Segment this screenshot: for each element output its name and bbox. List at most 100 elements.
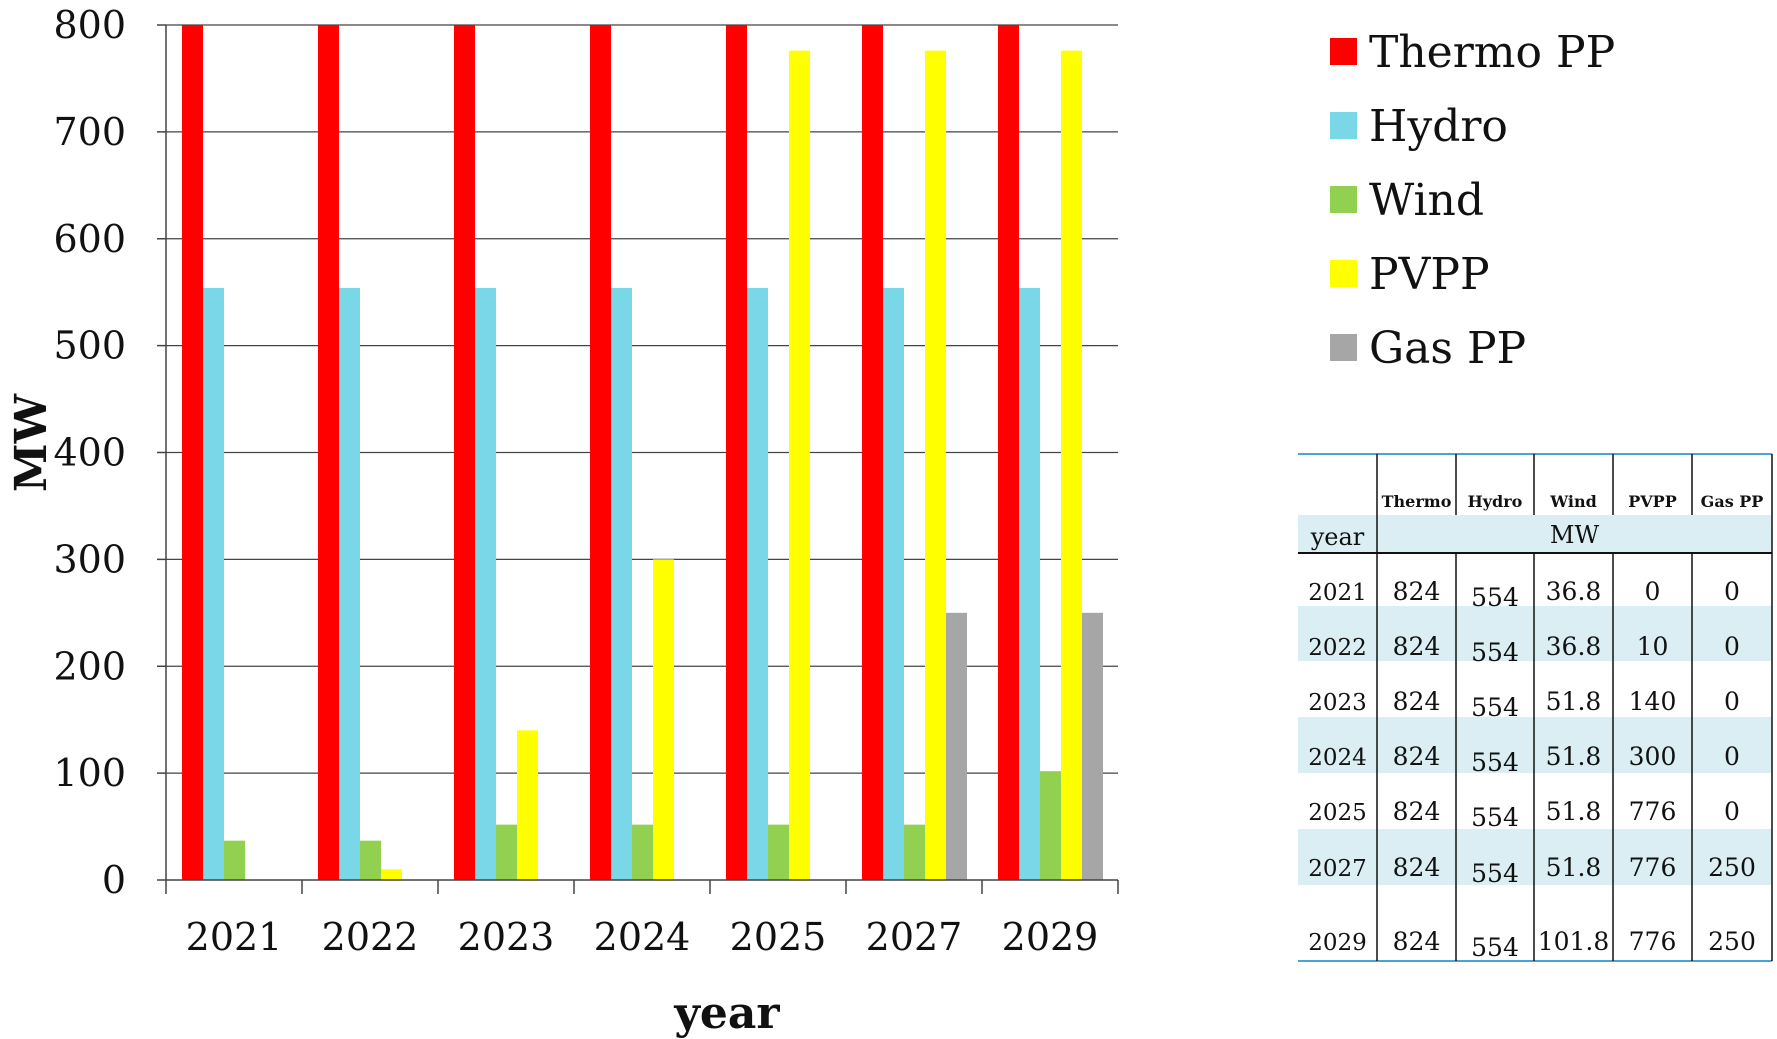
table-cell: 554 xyxy=(1471,638,1519,667)
legend-label: Gas PP xyxy=(1369,323,1526,374)
table-row-year: 2025 xyxy=(1308,800,1367,826)
table-row-year: 2027 xyxy=(1308,856,1367,882)
legend-label: Wind xyxy=(1369,175,1484,226)
table-cell: 776 xyxy=(1629,853,1677,882)
bars xyxy=(182,25,1103,881)
table-cell: 300 xyxy=(1629,742,1677,771)
table-cell: 36.8 xyxy=(1546,632,1602,661)
bar-wind-2021 xyxy=(224,840,245,880)
table-cell: 0 xyxy=(1724,742,1740,771)
bar-thermo-pp-2029 xyxy=(998,25,1019,880)
bar-hydro-2021 xyxy=(203,287,224,881)
bar-pvpp-2024 xyxy=(653,559,674,880)
table-band xyxy=(1298,717,1772,773)
bar-wind-2029 xyxy=(1040,771,1061,880)
table-cell: 0 xyxy=(1645,577,1661,606)
bar-thermo-pp-2021 xyxy=(182,25,203,880)
legend-swatch xyxy=(1330,38,1357,65)
table-column-header: Wind xyxy=(1549,492,1597,511)
data-table: Thermo Hydro Wind PVPP Gas PP year MW 2021 824 55… xyxy=(1298,453,1773,962)
bar-thermo-pp-2025 xyxy=(726,25,747,880)
table-row-year: 2021 xyxy=(1308,580,1367,606)
bar-thermo-pp-2024 xyxy=(590,25,611,880)
table-cell: 250 xyxy=(1708,927,1756,956)
table-cell: 776 xyxy=(1629,927,1677,956)
legend-swatch xyxy=(1330,260,1357,287)
bar-thermo-pp-2023 xyxy=(454,25,475,880)
table-column-header: PVPP xyxy=(1628,492,1677,511)
legend-swatch xyxy=(1330,112,1357,139)
table-band xyxy=(1298,606,1772,661)
x-tick-label: 2022 xyxy=(322,915,419,959)
table-year-label: year xyxy=(1310,523,1365,551)
table-cell: 824 xyxy=(1393,687,1441,716)
y-tick-label: 600 xyxy=(53,217,126,261)
y-tick-label: 400 xyxy=(53,431,126,475)
bar-wind-2022 xyxy=(360,840,381,880)
legend-label: Thermo PP xyxy=(1369,27,1615,78)
x-tick-label: 2021 xyxy=(186,915,283,959)
table-cell: 0 xyxy=(1724,577,1740,606)
table-cell: 824 xyxy=(1393,742,1441,771)
table-cell: 824 xyxy=(1393,577,1441,606)
bar-hydro-2027 xyxy=(883,287,904,881)
table-unit-label: MW xyxy=(1550,521,1600,549)
x-axis-title: year xyxy=(673,988,780,1039)
legend-swatch xyxy=(1330,186,1357,213)
legend-label: Hydro xyxy=(1369,101,1508,152)
bar-gas-pp-2027 xyxy=(946,612,967,880)
table-column-header: Thermo xyxy=(1382,492,1452,511)
legend: Thermo PP Hydro Wind PVPP Gas PP xyxy=(1330,27,1615,374)
bar-wind-2025 xyxy=(768,824,789,880)
legend-swatch xyxy=(1330,334,1357,361)
table-cell: 51.8 xyxy=(1546,687,1602,716)
bar-hydro-2029 xyxy=(1019,287,1040,881)
bar-pvpp-2025 xyxy=(789,50,810,880)
table-cell: 776 xyxy=(1629,797,1677,826)
bar-thermo-pp-2027 xyxy=(862,25,883,880)
bar-hydro-2024 xyxy=(611,287,632,881)
y-tick-label: 500 xyxy=(53,324,126,368)
table-cell: 250 xyxy=(1708,853,1756,882)
bar-wind-2023 xyxy=(496,824,517,880)
x-tick-label: 2025 xyxy=(730,915,827,959)
bar-wind-2027 xyxy=(904,824,925,880)
table-cell: 824 xyxy=(1393,927,1441,956)
bar-hydro-2023 xyxy=(475,287,496,881)
table-cell: 554 xyxy=(1471,748,1519,777)
y-tick-label: 700 xyxy=(53,110,126,154)
axes: 0 100 200 300 400 500 600 700 800 2021 2022 2023 202… xyxy=(53,3,1119,959)
table-cell: 36.8 xyxy=(1546,577,1602,606)
bar-pvpp-2027 xyxy=(925,50,946,880)
table-cell: 824 xyxy=(1393,853,1441,882)
y-tick-label: 100 xyxy=(53,751,126,795)
table-cell: 824 xyxy=(1393,632,1441,661)
bar-hydro-2022 xyxy=(339,287,360,881)
table-cell: 0 xyxy=(1724,797,1740,826)
bar-pvpp-2022 xyxy=(381,869,402,880)
bar-pvpp-2023 xyxy=(517,730,538,880)
bar-gas-pp-2029 xyxy=(1082,612,1103,880)
x-tick-label: 2029 xyxy=(1002,915,1099,959)
table-cell: 51.8 xyxy=(1546,742,1602,771)
gridlines xyxy=(166,24,1118,774)
x-tick-label: 2024 xyxy=(594,915,691,959)
table-row-year: 2024 xyxy=(1308,745,1367,771)
y-tick-label: 300 xyxy=(53,537,126,581)
y-axis-title: MW xyxy=(6,393,57,492)
x-tick-label: 2027 xyxy=(866,915,963,959)
table-cell: 0 xyxy=(1724,687,1740,716)
legend-label: PVPP xyxy=(1369,249,1490,300)
table-cell: 140 xyxy=(1629,687,1677,716)
table-column-header: Gas PP xyxy=(1701,492,1764,511)
y-tick-label: 0 xyxy=(102,858,126,902)
x-tick-label: 2023 xyxy=(458,915,555,959)
y-tick-label: 800 xyxy=(53,3,126,47)
table-column-header: Hydro xyxy=(1468,492,1523,511)
bar-wind-2024 xyxy=(632,824,653,880)
table-cell: 51.8 xyxy=(1546,797,1602,826)
table-cell: 554 xyxy=(1471,803,1519,832)
table-cell: 0 xyxy=(1724,632,1740,661)
bar-pvpp-2029 xyxy=(1061,50,1082,880)
